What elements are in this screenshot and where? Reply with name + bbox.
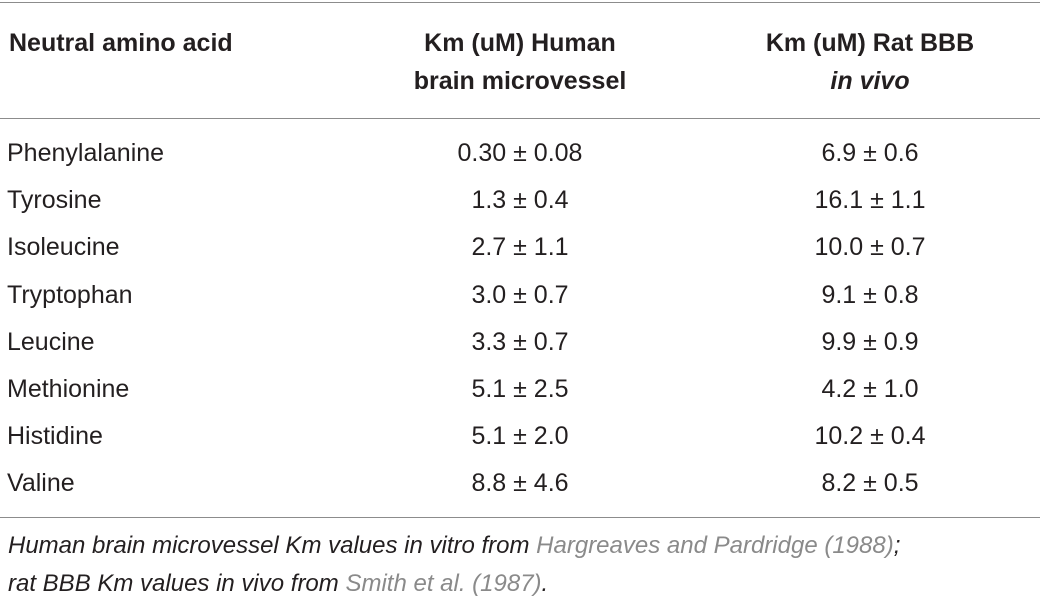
cell-human-km: 3.0 ± 0.7 [471,280,569,309]
header-km-human: Km (uM) Human brain microvessel [330,24,710,100]
table-body: Phenylalanine 0.30 ± 0.08 6.9 ± 0.6 Tyro… [0,130,1040,508]
footnote-text: rat BBB Km values in vivo from [8,570,346,597]
table-top-rule [0,2,1040,3]
cell-rat-km: 6.9 ± 0.6 [821,139,919,167]
header-col1-label: Neutral amino acid [9,29,233,57]
cell-rat-km: 9.9 ± 0.9 [821,327,919,356]
table-row: Tryptophan 3.0 ± 0.7 9.1 ± 0.8 [0,272,1040,319]
table-row: Leucine 3.3 ± 0.7 9.9 ± 0.9 [0,319,1040,366]
cell-amino-acid: Isoleucine [7,233,120,262]
table-row: Valine 8.8 ± 4.6 8.2 ± 0.5 [0,460,1040,507]
cell-rat-km: 9.1 ± 0.8 [821,280,919,309]
table-bottom-rule [0,517,1040,518]
cell-human-km: 8.8 ± 4.6 [471,469,569,498]
cell-human-km: 5.1 ± 2.5 [471,374,569,403]
header-col2-line2: brain microvessel [413,67,627,95]
table-row: Methionine 5.1 ± 2.5 4.2 ± 1.0 [0,366,1040,413]
footnote-line-2: rat BBB Km values in vivo from Smith et … [8,565,1038,603]
cell-human-km: 3.3 ± 0.7 [471,327,569,356]
cell-amino-acid: Methionine [7,374,130,403]
cell-rat-km: 4.2 ± 1.0 [821,374,919,403]
cell-human-km: 2.7 ± 1.1 [471,233,569,262]
cell-rat-km: 10.0 ± 0.7 [814,233,926,262]
footnote-line-1: Human brain microvessel Km values in vit… [8,527,1038,565]
cell-amino-acid: Phenylalanine [7,139,165,167]
header-col3-line1: Km (uM) Rat BBB [765,29,975,57]
cell-rat-km: 8.2 ± 0.5 [821,469,919,498]
cell-rat-km: 10.2 ± 0.4 [814,422,926,451]
cell-amino-acid: Valine [7,469,75,498]
header-divider-rule [0,118,1040,119]
cell-human-km: 1.3 ± 0.4 [471,186,569,215]
cell-human-km: 0.30 ± 0.08 [457,139,583,167]
table-row: Tyrosine 1.3 ± 0.4 16.1 ± 1.1 [0,177,1040,224]
header-km-rat: Km (uM) Rat BBB in vivo [710,24,1030,100]
cell-amino-acid: Histidine [7,422,103,451]
cell-human-km: 5.1 ± 2.0 [471,422,569,451]
table-row: Phenylalanine 0.30 ± 0.08 6.9 ± 0.6 [0,130,1040,177]
table-footnote: Human brain microvessel Km values in vit… [8,527,1038,603]
cell-amino-acid: Leucine [7,327,95,356]
footnote-text: Human brain microvessel Km values in vit… [8,532,537,559]
header-col3-line2: in vivo [830,67,910,95]
footnote-text: ; [893,532,901,559]
footnote-text: . [541,570,549,597]
reference-link-hargreaves[interactable]: Hargreaves and Pardridge (1988) [536,532,894,559]
table-row: Isoleucine 2.7 ± 1.1 10.0 ± 0.7 [0,224,1040,271]
cell-rat-km: 16.1 ± 1.1 [814,186,926,215]
table-row: Histidine 5.1 ± 2.0 10.2 ± 0.4 [0,413,1040,460]
reference-link-smith[interactable]: Smith et al. (1987) [345,570,542,597]
cell-amino-acid: Tyrosine [7,186,102,215]
header-col2-line1: Km (uM) Human [424,29,616,57]
header-neutral-amino-acid: Neutral amino acid [9,24,233,62]
cell-amino-acid: Tryptophan [7,280,133,309]
